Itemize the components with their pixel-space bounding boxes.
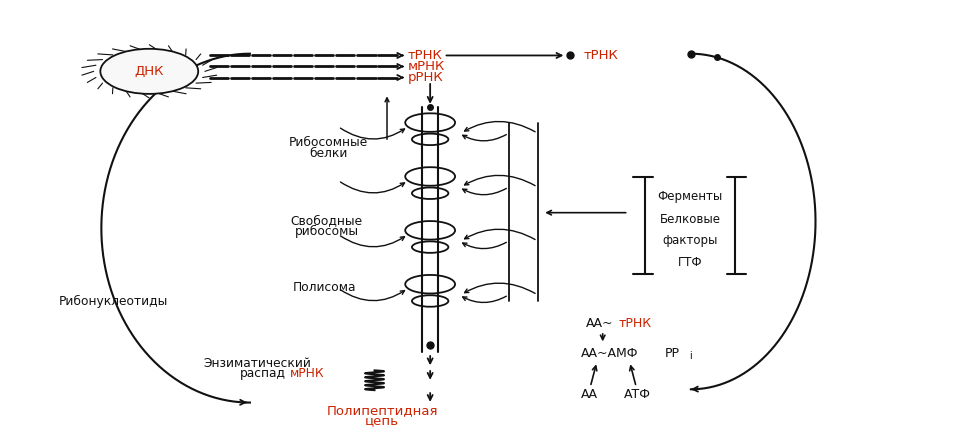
Text: Свободные: Свободные <box>291 214 363 227</box>
Text: тРНК: тРНК <box>584 49 618 62</box>
Text: Полисома: Полисома <box>293 281 356 294</box>
Text: АА: АА <box>581 388 598 401</box>
Text: РР: РР <box>665 347 680 361</box>
Text: рРНК: рРНК <box>408 71 444 84</box>
Text: ДНК: ДНК <box>134 65 164 78</box>
Text: Рибосомные: Рибосомные <box>289 136 369 148</box>
Text: тРНК: тРНК <box>619 318 652 330</box>
Text: Рибонуклеотиды: Рибонуклеотиды <box>60 295 169 307</box>
Text: тРНК: тРНК <box>408 49 443 62</box>
Text: Энзиматический: Энзиматический <box>204 357 312 370</box>
Text: Белковые: Белковые <box>660 213 720 225</box>
Text: белки: белки <box>309 147 348 159</box>
Text: i: i <box>689 351 692 361</box>
Text: Ферменты: Ферменты <box>658 190 723 203</box>
Text: рибосомы: рибосомы <box>295 225 359 238</box>
Text: мРНК: мРНК <box>290 367 324 381</box>
Text: мРНК: мРНК <box>408 60 445 73</box>
Text: Полипептидная: Полипептидная <box>326 404 438 417</box>
Text: ГТФ: ГТФ <box>678 256 703 269</box>
Text: АТФ: АТФ <box>624 388 651 401</box>
Text: цепь: цепь <box>365 415 399 427</box>
Text: распад: распад <box>240 367 286 381</box>
Text: факторы: факторы <box>662 234 718 247</box>
Text: АА~АМФ: АА~АМФ <box>581 347 638 361</box>
Circle shape <box>101 49 198 94</box>
Text: АА~: АА~ <box>586 318 612 330</box>
